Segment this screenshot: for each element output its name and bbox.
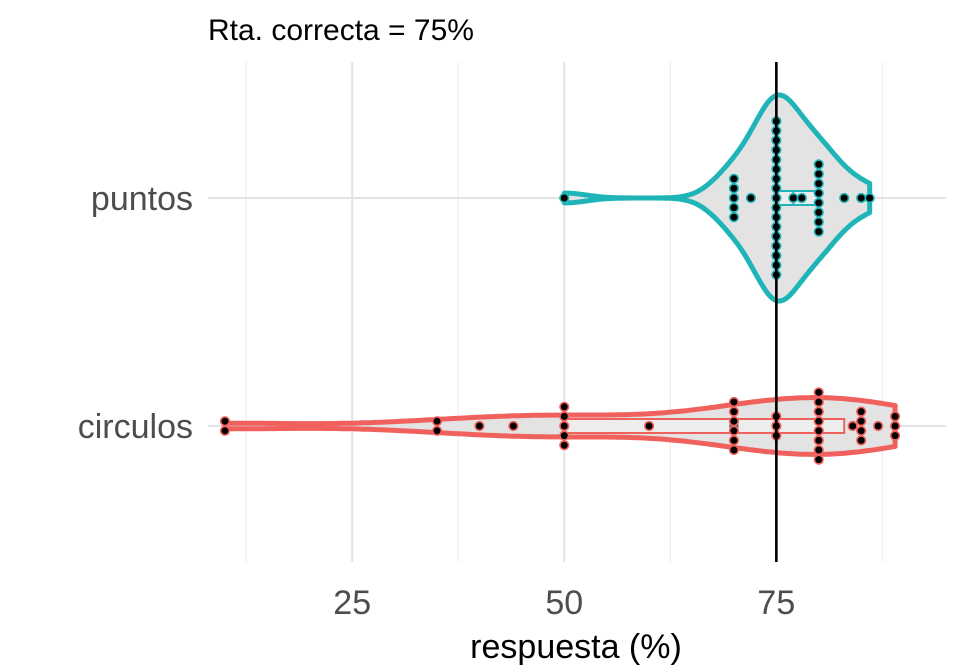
data-point-circulos (728, 444, 740, 456)
data-point-puntos (728, 183, 740, 194)
data-point-circulos (856, 425, 867, 436)
data-point-puntos (864, 192, 875, 204)
data-point-puntos (728, 173, 740, 184)
data-point-puntos (813, 216, 824, 228)
data-point-circulos (890, 430, 901, 441)
data-point-circulos (431, 416, 443, 427)
x-tick-labels: 25 50 75 (333, 584, 795, 622)
data-point-puntos (796, 192, 807, 204)
x-tick-label-75: 75 (757, 584, 795, 622)
data-point-circulos (856, 416, 867, 427)
data-point-circulos (813, 444, 824, 456)
grid (208, 62, 946, 562)
data-point-circulos (644, 420, 655, 432)
data-point-circulos (856, 406, 867, 417)
data-point-puntos (745, 192, 756, 204)
data-point-circulos (813, 454, 824, 465)
data-point-circulos (431, 425, 443, 436)
y-tick-label-circulos: circulos (78, 408, 193, 446)
data-point-puntos (839, 192, 850, 204)
data-point-circulos (890, 411, 901, 422)
data-point-circulos (559, 401, 570, 412)
data-point-puntos (728, 212, 740, 223)
data-point-circulos (813, 416, 824, 427)
data-point-puntos (813, 178, 824, 189)
data-point-circulos (559, 411, 570, 422)
y-tick-label-puntos: puntos (91, 180, 193, 218)
data-point-circulos (847, 420, 858, 432)
chart-title: Rta. correcta = 75% (208, 14, 474, 47)
data-point-circulos (728, 416, 740, 427)
data-point-puntos (559, 192, 570, 204)
data-point-circulos (813, 396, 824, 408)
y-tick-labels: circulos puntos (78, 180, 193, 446)
box-circulos (563, 418, 846, 434)
violins (219, 92, 901, 465)
data-point-circulos (728, 435, 740, 446)
data-point-circulos (219, 416, 231, 427)
data-point-circulos (559, 440, 570, 451)
data-point-puntos (856, 192, 867, 204)
data-point-circulos (474, 420, 485, 432)
data-point-circulos (728, 425, 740, 436)
data-point-circulos (856, 435, 867, 446)
data-point-puntos (813, 188, 824, 199)
data-point-puntos (813, 159, 824, 170)
data-point-circulos (890, 420, 901, 432)
data-point-circulos (813, 406, 824, 417)
data-point-puntos (728, 192, 740, 204)
data-point-circulos (813, 435, 824, 446)
data-point-circulos (559, 430, 570, 441)
x-tick-label-25: 25 (333, 584, 371, 622)
data-point-circulos (508, 420, 519, 432)
data-point-puntos (813, 226, 824, 237)
data-point-puntos (813, 207, 824, 218)
data-point-puntos (813, 197, 824, 208)
data-point-circulos (813, 387, 824, 398)
data-point-circulos (728, 396, 740, 408)
data-point-circulos (813, 425, 824, 436)
x-tick-label-50: 50 (545, 584, 583, 622)
x-axis-title: respuesta (%) (470, 628, 682, 666)
data-point-puntos (728, 202, 740, 213)
data-point-circulos (219, 425, 231, 436)
data-point-circulos (728, 406, 740, 417)
data-point-circulos (873, 420, 884, 432)
data-point-puntos (788, 192, 799, 204)
violin-puntos (561, 92, 873, 304)
data-point-puntos (813, 168, 824, 180)
data-point-circulos (559, 420, 570, 432)
